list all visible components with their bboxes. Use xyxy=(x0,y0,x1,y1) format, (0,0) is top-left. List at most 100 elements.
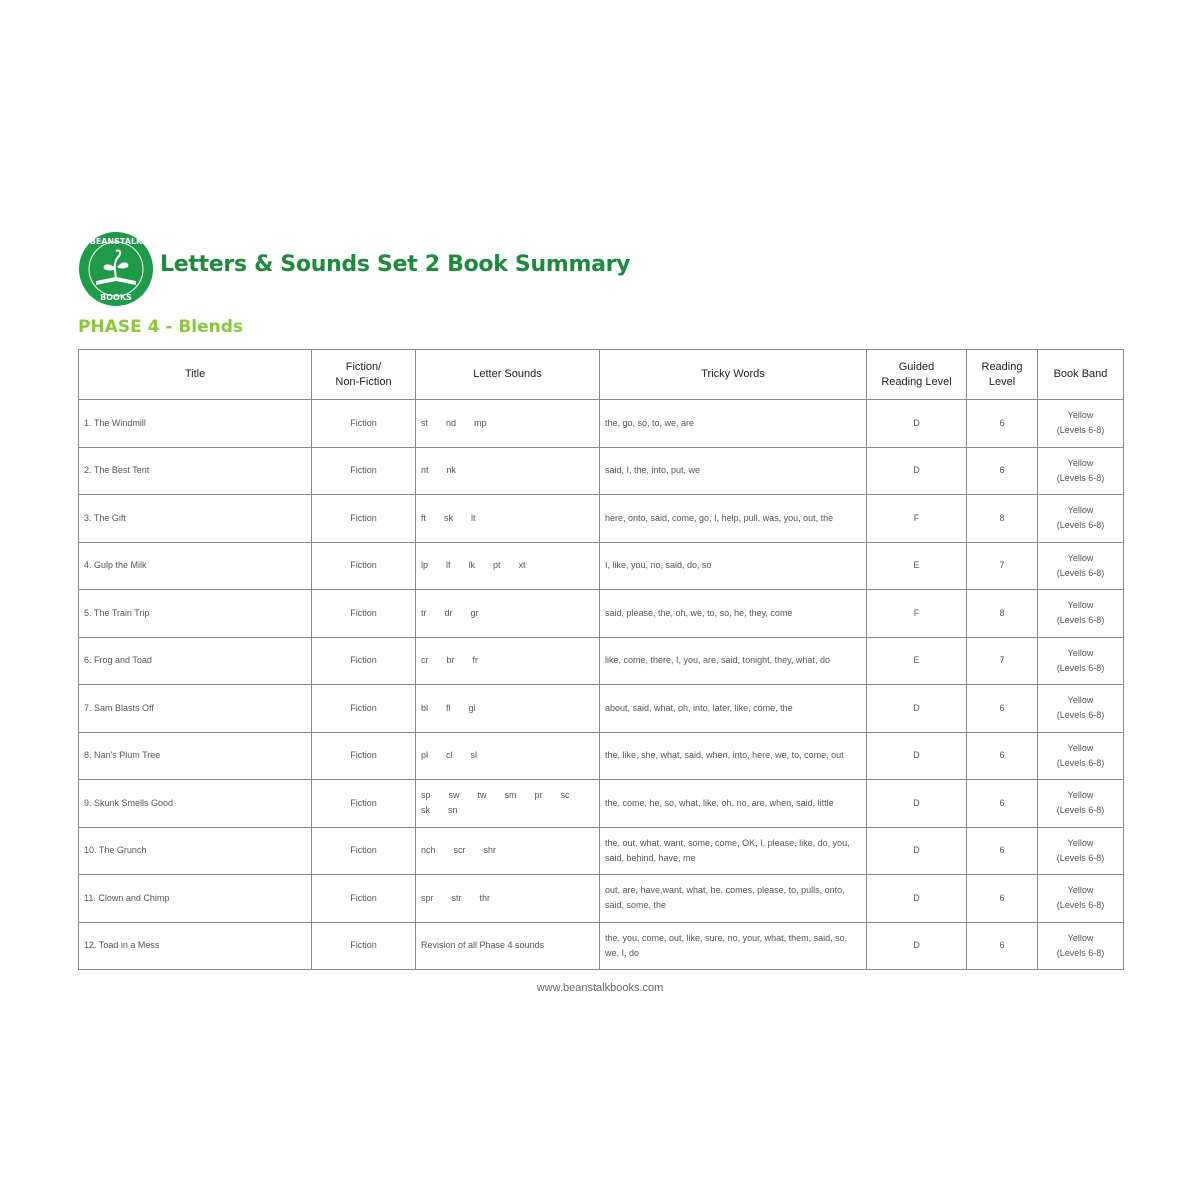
reading-level: 6 xyxy=(966,399,1038,448)
fiction-type: Fiction xyxy=(311,684,416,733)
table-row: 6. Frog and Toad Fiction cr br fr like, come,… xyxy=(78,636,1124,685)
svg-text:BOOKS: BOOKS xyxy=(100,293,132,302)
table-row: 5. The Train Trip Fiction tr dr gr said, plea… xyxy=(78,589,1124,638)
letter-sound: sw xyxy=(448,790,460,801)
guided-reading-level: F xyxy=(866,589,967,638)
letter-sound: xt xyxy=(518,560,526,571)
column-header: Title xyxy=(78,349,312,400)
letter-sound: nch xyxy=(421,845,436,856)
letter-sound: nd xyxy=(446,417,457,428)
book-band: Yellow (Levels 6-8) xyxy=(1037,589,1124,638)
book-band-name: Yellow xyxy=(1067,505,1094,516)
letter-sound: lt xyxy=(471,512,476,523)
column-header-text: Reading Level xyxy=(881,375,952,388)
column-header-text: Title xyxy=(184,368,206,380)
book-title: 8. Nan's Plum Tree xyxy=(78,731,312,780)
book-band-range: (Levels 6-8) xyxy=(1056,472,1105,483)
tricky-words: the, like, she, what, said, when, into, … xyxy=(599,731,867,780)
guided-reading-level: D xyxy=(866,684,967,733)
letter-sound: st xyxy=(421,417,429,428)
book-band-range: (Levels 6-8) xyxy=(1056,710,1105,721)
svg-text:BEANSTALK: BEANSTALK xyxy=(90,237,143,246)
column-header-text: Non-Fiction xyxy=(335,375,392,388)
book-band: Yellow (Levels 6-8) xyxy=(1037,874,1124,923)
book-band: Yellow (Levels 6-8) xyxy=(1037,494,1124,543)
table-row: 8. Nan's Plum Tree Fiction pl cl sl the, like… xyxy=(78,731,1124,780)
reading-level: 8 xyxy=(966,589,1038,638)
table-row: 2. The Best Tent Fiction nt nk said, I, the,… xyxy=(78,446,1124,495)
letter-sound: gl xyxy=(468,702,476,713)
book-band: Yellow (Levels 6-8) xyxy=(1037,731,1124,780)
letter-sound: tw xyxy=(477,790,487,801)
book-band: Yellow (Levels 6-8) xyxy=(1037,541,1124,590)
guided-reading-level: D xyxy=(866,779,967,828)
column-header-text: Tricky Words xyxy=(701,368,765,380)
letter-sounds: Revision of all Phase 4 sounds xyxy=(415,921,600,970)
book-band-range: (Levels 6-8) xyxy=(1056,662,1105,673)
reading-level: 7 xyxy=(966,541,1038,590)
letter-sound: thr xyxy=(479,892,491,903)
book-band-name: Yellow xyxy=(1067,837,1094,848)
fiction-type: Fiction xyxy=(311,636,416,685)
letter-sound: sm xyxy=(504,790,517,801)
letter-sounds: nt nk xyxy=(415,446,600,495)
book-band: Yellow (Levels 6-8) xyxy=(1037,684,1124,733)
book-title: 3. The Gift xyxy=(78,494,312,543)
fiction-type: Fiction xyxy=(311,399,416,448)
letter-sound: fl xyxy=(446,702,451,713)
letter-sound: lk xyxy=(468,560,476,571)
letter-sound: bl xyxy=(421,702,429,713)
book-band-name: Yellow xyxy=(1067,600,1094,611)
book-band: Yellow (Levels 6-8) xyxy=(1037,399,1124,448)
book-band-range: (Levels 6-8) xyxy=(1056,900,1105,911)
tricky-words: I, like, you, no, said, do, so xyxy=(599,541,867,590)
letter-sound: fr xyxy=(472,655,479,666)
letter-sounds: sp sw tw sm pr sc sk sn xyxy=(415,779,600,828)
letter-sounds: cr br fr xyxy=(415,636,600,685)
book-band-range: (Levels 6-8) xyxy=(1056,425,1105,436)
book-band: Yellow (Levels 6-8) xyxy=(1037,636,1124,685)
letter-sound: cl xyxy=(446,750,453,761)
book-band-range: (Levels 6-8) xyxy=(1056,567,1105,578)
reading-level: 6 xyxy=(966,874,1038,923)
tricky-words: the, come, he, so, what, like, oh, no, a… xyxy=(599,779,867,828)
guided-reading-level: D xyxy=(866,826,967,875)
letter-sound: scr xyxy=(453,845,466,856)
book-title: 5. The Train Trip xyxy=(78,589,312,638)
letter-sound: tr xyxy=(421,607,427,618)
column-header-text: Guided xyxy=(898,360,935,373)
book-band-name: Yellow xyxy=(1067,790,1094,801)
book-band-range: (Levels 6-8) xyxy=(1056,757,1105,768)
reading-level: 6 xyxy=(966,731,1038,780)
column-header: Reading Level xyxy=(966,349,1038,400)
guided-reading-level: D xyxy=(866,399,967,448)
phase-heading: PHASE 4 - Blends xyxy=(78,317,244,337)
footer-url: www.beanstalkbooks.com xyxy=(536,982,664,994)
book-title: 7. Sam Blasts Off xyxy=(78,684,312,733)
reading-level: 6 xyxy=(966,684,1038,733)
guided-reading-level: E xyxy=(866,541,967,590)
fiction-type: Fiction xyxy=(311,589,416,638)
column-header-text: Reading xyxy=(981,360,1023,373)
column-header: Book Band xyxy=(1037,349,1124,400)
table-row: 9. Skunk Smells Good Fiction sp sw tw sm pr scs… xyxy=(78,779,1124,828)
book-title: 10. The Grunch xyxy=(78,826,312,875)
column-header: Tricky Words xyxy=(599,349,867,400)
book-title: 11. Clown and Chimp xyxy=(78,874,312,923)
letter-sound: shr xyxy=(483,845,497,856)
reading-level: 6 xyxy=(966,446,1038,495)
table-row: 1. The Windmill Fiction st nd mp the, go, so,… xyxy=(78,399,1124,448)
book-title: 2. The Best Tent xyxy=(78,446,312,495)
guided-reading-level: E xyxy=(866,636,967,685)
letter-sound: nk xyxy=(446,465,457,476)
page-title: Letters & Sounds Set 2 Book Summary xyxy=(160,252,631,277)
book-band: Yellow (Levels 6-8) xyxy=(1037,921,1124,970)
table-row: 12. Toad in a Mess Fiction Revision of all… xyxy=(78,921,1124,970)
column-header-text: Letter Sounds xyxy=(473,368,542,380)
book-band: Yellow (Levels 6-8) xyxy=(1037,826,1124,875)
letter-sound: pr xyxy=(534,790,543,801)
book-title: 9. Skunk Smells Good xyxy=(78,779,312,828)
letter-sound: dr xyxy=(444,607,453,618)
letter-sound: lp xyxy=(421,560,429,571)
book-title: 4. Gulp the Milk xyxy=(78,541,312,590)
